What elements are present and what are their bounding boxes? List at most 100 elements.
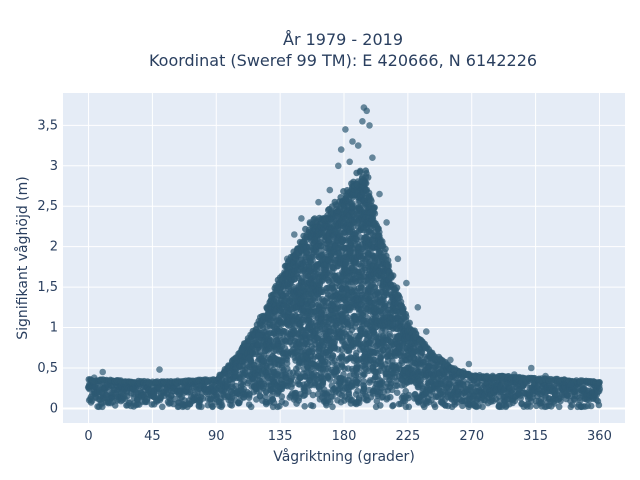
data-point xyxy=(402,313,410,321)
data-point xyxy=(387,393,394,401)
data-point xyxy=(309,391,317,399)
y-tick-label: 2 xyxy=(50,240,58,255)
data-point xyxy=(360,383,368,390)
data-point xyxy=(245,355,253,362)
x-tick-label: 270 xyxy=(459,429,484,444)
x-axis-title: Vågriktning (grader) xyxy=(273,448,415,465)
data-point xyxy=(355,379,362,387)
data-point xyxy=(329,403,336,411)
data-point xyxy=(143,396,151,404)
data-point xyxy=(479,403,486,411)
data-point xyxy=(306,219,314,226)
data-point xyxy=(329,352,337,360)
y-tick-label: 0 xyxy=(50,401,58,416)
data-point xyxy=(528,364,535,372)
data-point xyxy=(301,403,309,410)
data-point xyxy=(235,399,243,407)
data-point xyxy=(326,186,334,194)
data-point xyxy=(360,378,368,385)
data-point xyxy=(366,122,373,129)
data-point xyxy=(334,367,341,374)
data-point xyxy=(375,225,382,232)
data-point xyxy=(465,360,473,368)
data-point xyxy=(405,391,413,399)
data-point xyxy=(340,371,347,378)
x-tick-label: 225 xyxy=(395,429,420,444)
data-point xyxy=(369,154,376,161)
data-point xyxy=(355,399,363,407)
data-point xyxy=(396,294,403,302)
data-point xyxy=(315,198,322,206)
data-point xyxy=(447,356,454,364)
data-point xyxy=(199,395,207,402)
data-point xyxy=(595,401,603,409)
data-point xyxy=(278,393,286,400)
data-point xyxy=(405,403,413,411)
data-points xyxy=(84,104,603,411)
data-point xyxy=(266,312,274,319)
data-point xyxy=(555,403,563,411)
data-point xyxy=(378,379,386,387)
data-point xyxy=(423,328,430,335)
chart-title-line-1: År 1979 - 2019 xyxy=(283,30,403,49)
data-point xyxy=(406,319,414,327)
x-tick-label: 315 xyxy=(523,429,548,444)
data-point xyxy=(383,219,390,226)
data-point xyxy=(209,403,216,411)
chart-title-line-2: Koordinat (Sweref 99 TM): E 420666, N 61… xyxy=(149,51,537,70)
data-point xyxy=(382,245,389,253)
data-point xyxy=(99,403,106,411)
data-point xyxy=(283,255,291,263)
data-point xyxy=(393,389,401,397)
data-point xyxy=(349,223,357,231)
data-point xyxy=(368,197,375,205)
x-tick-label: 90 xyxy=(208,429,225,444)
data-point xyxy=(596,379,603,386)
data-point xyxy=(389,272,397,279)
y-tick-label: 2,5 xyxy=(37,199,58,214)
x-tick-label: 0 xyxy=(84,429,92,444)
data-point xyxy=(363,107,371,115)
data-point xyxy=(315,331,322,339)
y-tick-label: 1 xyxy=(50,321,58,336)
data-point xyxy=(349,138,356,145)
data-point xyxy=(542,372,549,380)
data-point xyxy=(326,376,334,383)
data-point xyxy=(373,397,381,405)
data-point xyxy=(345,390,353,398)
data-point xyxy=(371,204,378,211)
data-point xyxy=(309,402,317,410)
data-point xyxy=(376,190,383,198)
data-point xyxy=(357,167,364,175)
data-point xyxy=(238,346,246,354)
data-point xyxy=(527,403,534,410)
data-point xyxy=(255,332,263,339)
data-point xyxy=(511,371,518,378)
data-point xyxy=(283,360,291,367)
data-point xyxy=(99,368,106,376)
data-point xyxy=(289,380,296,388)
data-point xyxy=(568,401,576,409)
data-point xyxy=(228,402,236,409)
data-point xyxy=(393,284,401,292)
data-point xyxy=(291,389,299,397)
data-point xyxy=(414,304,422,311)
y-tick-label: 3,5 xyxy=(37,118,58,133)
x-tick-label: 45 xyxy=(144,429,161,444)
data-point xyxy=(337,146,345,153)
data-point xyxy=(274,283,281,291)
data-point xyxy=(362,179,369,187)
data-point xyxy=(403,279,410,287)
data-point xyxy=(587,402,595,410)
data-point xyxy=(156,366,163,373)
data-point xyxy=(389,402,397,409)
x-tick-label: 180 xyxy=(332,429,357,444)
data-point xyxy=(359,118,366,125)
x-tick-label: 135 xyxy=(268,429,293,444)
data-point xyxy=(371,210,379,217)
data-point xyxy=(217,399,225,406)
x-tick-labels: 0 45 90 135 180 225 270 315 360 xyxy=(84,429,611,444)
data-point xyxy=(260,382,268,390)
data-point xyxy=(247,403,255,411)
